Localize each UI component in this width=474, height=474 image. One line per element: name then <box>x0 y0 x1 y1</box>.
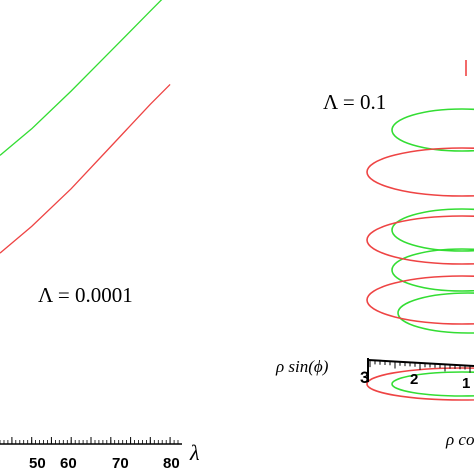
red-loop-1 <box>366 147 474 197</box>
axis-label-rho-sin: ρ sin(ϕ) <box>275 357 329 376</box>
green-loop-5 <box>391 371 474 397</box>
ruler-ticks <box>369 360 471 373</box>
green-loop-1 <box>391 108 474 152</box>
red-loop-4 <box>366 367 474 401</box>
left-plot: 50 60 70 80 λ Λ = 0.0001 <box>0 0 200 472</box>
red-loop-3 <box>366 275 474 325</box>
green-loop-3 <box>391 248 474 292</box>
axis-label-rho-cos: ρ co <box>445 430 474 449</box>
green-loop-4 <box>397 292 474 334</box>
red-helix <box>366 60 474 401</box>
ruler-tick-label-3: 3 <box>360 368 369 387</box>
ruler-tick-label-1: 1 <box>462 375 470 392</box>
x-axis-major-ticks <box>11 437 171 444</box>
red-loop-2 <box>366 215 474 265</box>
x-tick-label-70: 70 <box>112 455 129 472</box>
series-line-1 <box>0 83 171 254</box>
series-line-0 <box>0 0 163 156</box>
x-tick-label-60: 60 <box>60 455 77 472</box>
x-axis-label: λ <box>189 440 200 465</box>
annotation-lambda-large: Λ = 0.1 <box>323 90 386 114</box>
left-series-group <box>0 0 171 254</box>
ruler-tick-label-2: 2 <box>410 371 418 388</box>
ruler-line <box>367 359 474 367</box>
green-loop-2 <box>391 208 474 252</box>
ruler-axis: 3 2 1 <box>360 358 474 392</box>
x-tick-label-50: 50 <box>29 455 46 472</box>
green-helix <box>391 108 474 397</box>
right-plot: Λ = 0.1 3 2 1 ρ sin(ϕ) ρ co <box>275 60 474 449</box>
x-tick-label-80: 80 <box>163 455 180 472</box>
annotation-lambda-small: Λ = 0.0001 <box>38 283 133 307</box>
